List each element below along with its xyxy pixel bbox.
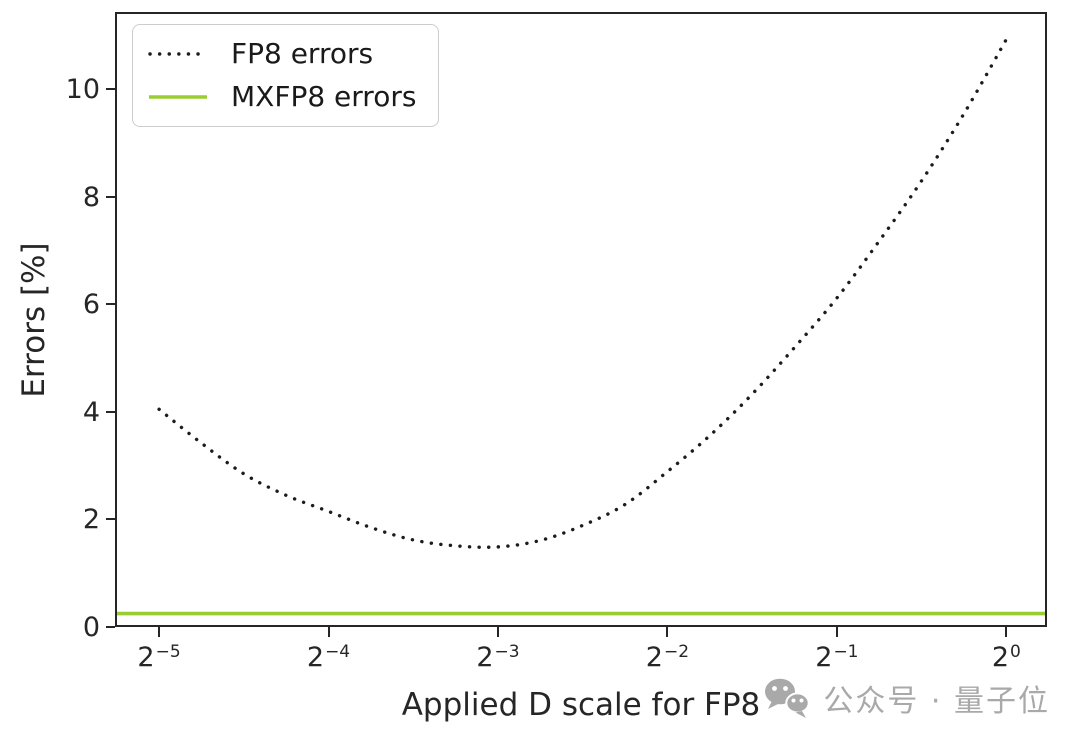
legend-label-mxfp8: MXFP8 errors bbox=[231, 80, 417, 114]
y-tick-label: 6 bbox=[82, 289, 100, 321]
y-tick-mark bbox=[106, 518, 115, 521]
x-tick-label: 2−2 bbox=[645, 642, 690, 673]
y-tick-mark bbox=[106, 88, 115, 91]
mxfp8-solid-line-sample bbox=[149, 95, 207, 100]
plot-area: FP8 errors MXFP8 errors bbox=[115, 12, 1047, 627]
watermark-text: 公众号 · 量子位 bbox=[823, 684, 1050, 719]
plot-spines bbox=[115, 12, 1047, 627]
x-tick-mark bbox=[666, 627, 669, 637]
y-tick-label: 4 bbox=[82, 396, 100, 428]
y-tick-mark bbox=[106, 410, 115, 413]
y-tick-label: 0 bbox=[82, 612, 100, 643]
y-tick-label: 10 bbox=[65, 74, 100, 106]
x-tick-mark bbox=[327, 627, 330, 637]
wechat-icon bbox=[765, 678, 811, 718]
y-axis-label: Errors [%] bbox=[15, 242, 52, 398]
y-tick-mark bbox=[106, 303, 115, 306]
plot-canvas bbox=[115, 12, 1047, 627]
y-tick-mark bbox=[106, 195, 115, 198]
watermark: 公众号 · 量子位 bbox=[763, 676, 1050, 720]
legend-item-fp8: FP8 errors bbox=[147, 37, 416, 70]
y-tick-label: 2 bbox=[82, 504, 100, 536]
x-tick-label: 2−4 bbox=[306, 642, 351, 673]
fp8-errors-curve bbox=[157, 37, 1008, 549]
x-tick-mark bbox=[835, 627, 838, 637]
x-axis-label: Applied D scale for FP8 bbox=[401, 687, 761, 723]
legend: FP8 errors MXFP8 errors bbox=[132, 24, 440, 128]
x-tick-label: 2−5 bbox=[137, 642, 181, 673]
y-tick-mark bbox=[106, 626, 115, 628]
x-tick-label: 20 bbox=[991, 642, 1021, 673]
x-tick-mark bbox=[1005, 627, 1008, 637]
legend-label-fp8: FP8 errors bbox=[231, 37, 374, 70]
legend-item-mxfp8: MXFP8 errors bbox=[147, 80, 417, 114]
fp8-dotted-line-sample bbox=[148, 52, 208, 56]
x-tick-label: 2−1 bbox=[815, 642, 859, 673]
x-tick-label: 2−3 bbox=[476, 642, 520, 673]
y-tick-label: 8 bbox=[82, 181, 100, 213]
x-tick-mark bbox=[496, 627, 499, 637]
x-tick-mark bbox=[158, 627, 161, 637]
